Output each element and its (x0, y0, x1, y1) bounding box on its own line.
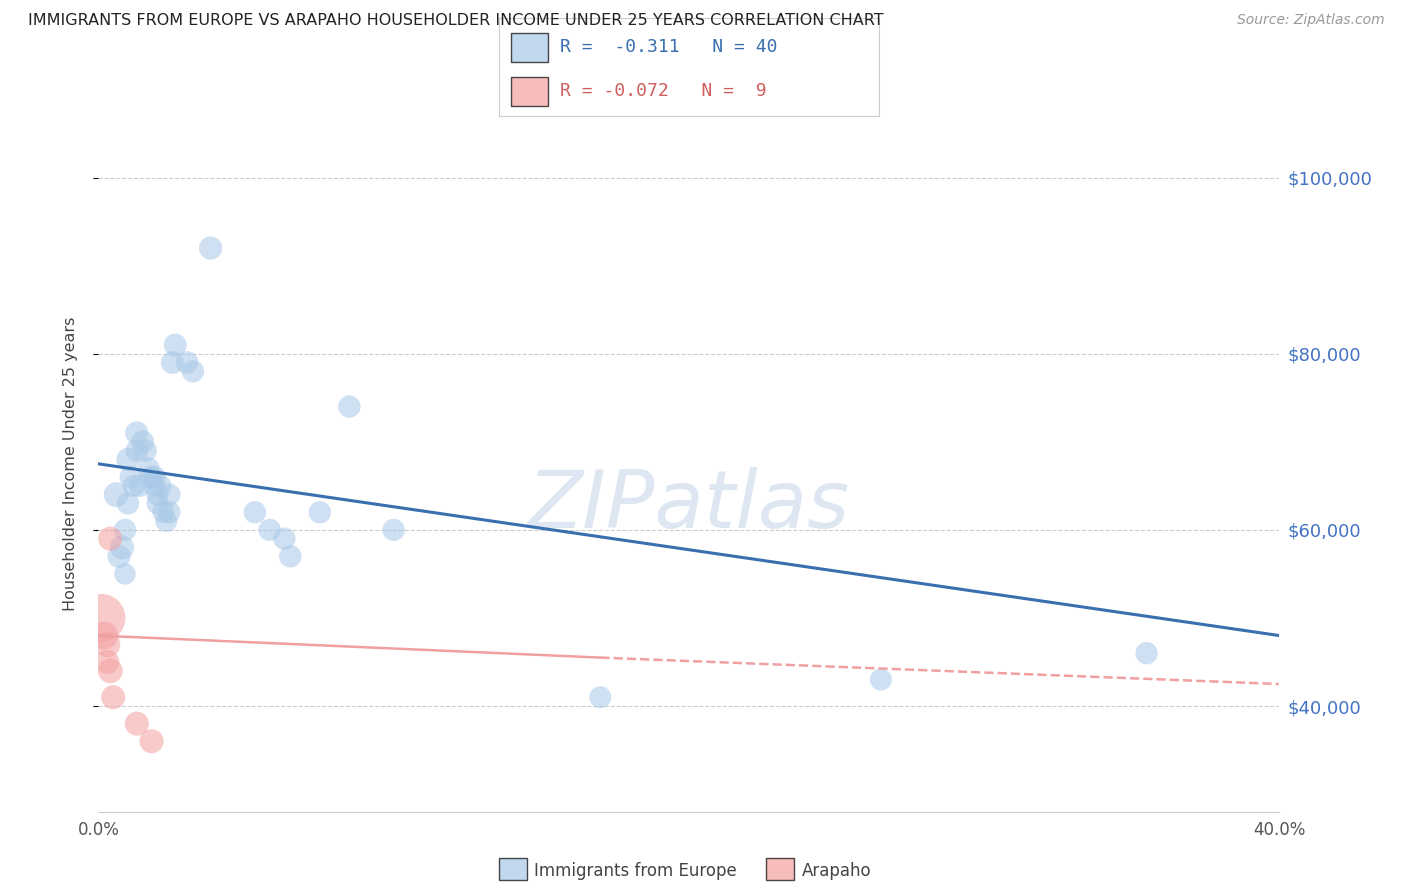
Point (122, 479, 145, 493)
Point (143, 470, 166, 484)
Point (273, 532, 295, 546)
Text: IMMIGRANTS FROM EUROPE VS ARAPAHO HOUSEHOLDER INCOME UNDER 25 YEARS CORRELATION : IMMIGRANTS FROM EUROPE VS ARAPAHO HOUSEH… (28, 13, 884, 29)
Point (339, 400, 360, 414)
Point (309, 505, 332, 519)
Point (90, 611, 112, 625)
Point (132, 434, 155, 449)
Point (108, 549, 131, 564)
Point (98, 532, 121, 546)
Point (162, 355, 183, 369)
FancyBboxPatch shape (510, 77, 548, 106)
Point (117, 496, 139, 510)
Point (125, 425, 148, 440)
Point (1135, 646, 1157, 660)
Point (125, 443, 148, 458)
Point (181, 364, 204, 378)
Point (869, 673, 891, 687)
Point (146, 496, 169, 510)
Point (128, 479, 150, 493)
Point (98, 664, 121, 678)
Point (96, 637, 118, 651)
Text: ZIPatlas: ZIPatlas (527, 467, 851, 545)
Text: R =  -0.311   N = 40: R = -0.311 N = 40 (560, 38, 778, 56)
Point (157, 505, 180, 519)
Text: R = -0.072   N =  9: R = -0.072 N = 9 (560, 82, 766, 101)
Point (243, 505, 266, 519)
Point (141, 734, 163, 748)
Point (149, 479, 172, 493)
Point (143, 479, 166, 493)
Point (157, 488, 180, 502)
Point (103, 690, 125, 705)
Point (278, 549, 302, 564)
Point (176, 355, 198, 369)
Point (200, 241, 222, 255)
Point (146, 488, 169, 502)
Y-axis label: Householder Income Under 25 years: Householder Income Under 25 years (63, 317, 77, 611)
Point (141, 470, 163, 484)
Point (135, 443, 157, 458)
Text: Arapaho: Arapaho (801, 863, 872, 880)
Point (138, 461, 160, 475)
Text: Immigrants from Europe: Immigrants from Europe (534, 863, 737, 880)
Point (382, 523, 405, 537)
Point (125, 716, 148, 731)
Point (152, 505, 174, 519)
Point (114, 566, 136, 581)
Point (114, 523, 136, 537)
Point (155, 514, 177, 528)
Point (93, 629, 115, 643)
Point (117, 452, 139, 467)
FancyBboxPatch shape (510, 32, 548, 62)
Point (259, 523, 281, 537)
Point (120, 470, 142, 484)
Text: Source: ZipAtlas.com: Source: ZipAtlas.com (1237, 13, 1385, 28)
Point (96, 655, 118, 669)
Point (165, 338, 187, 352)
Point (111, 541, 134, 555)
Point (105, 488, 128, 502)
Point (589, 690, 612, 705)
